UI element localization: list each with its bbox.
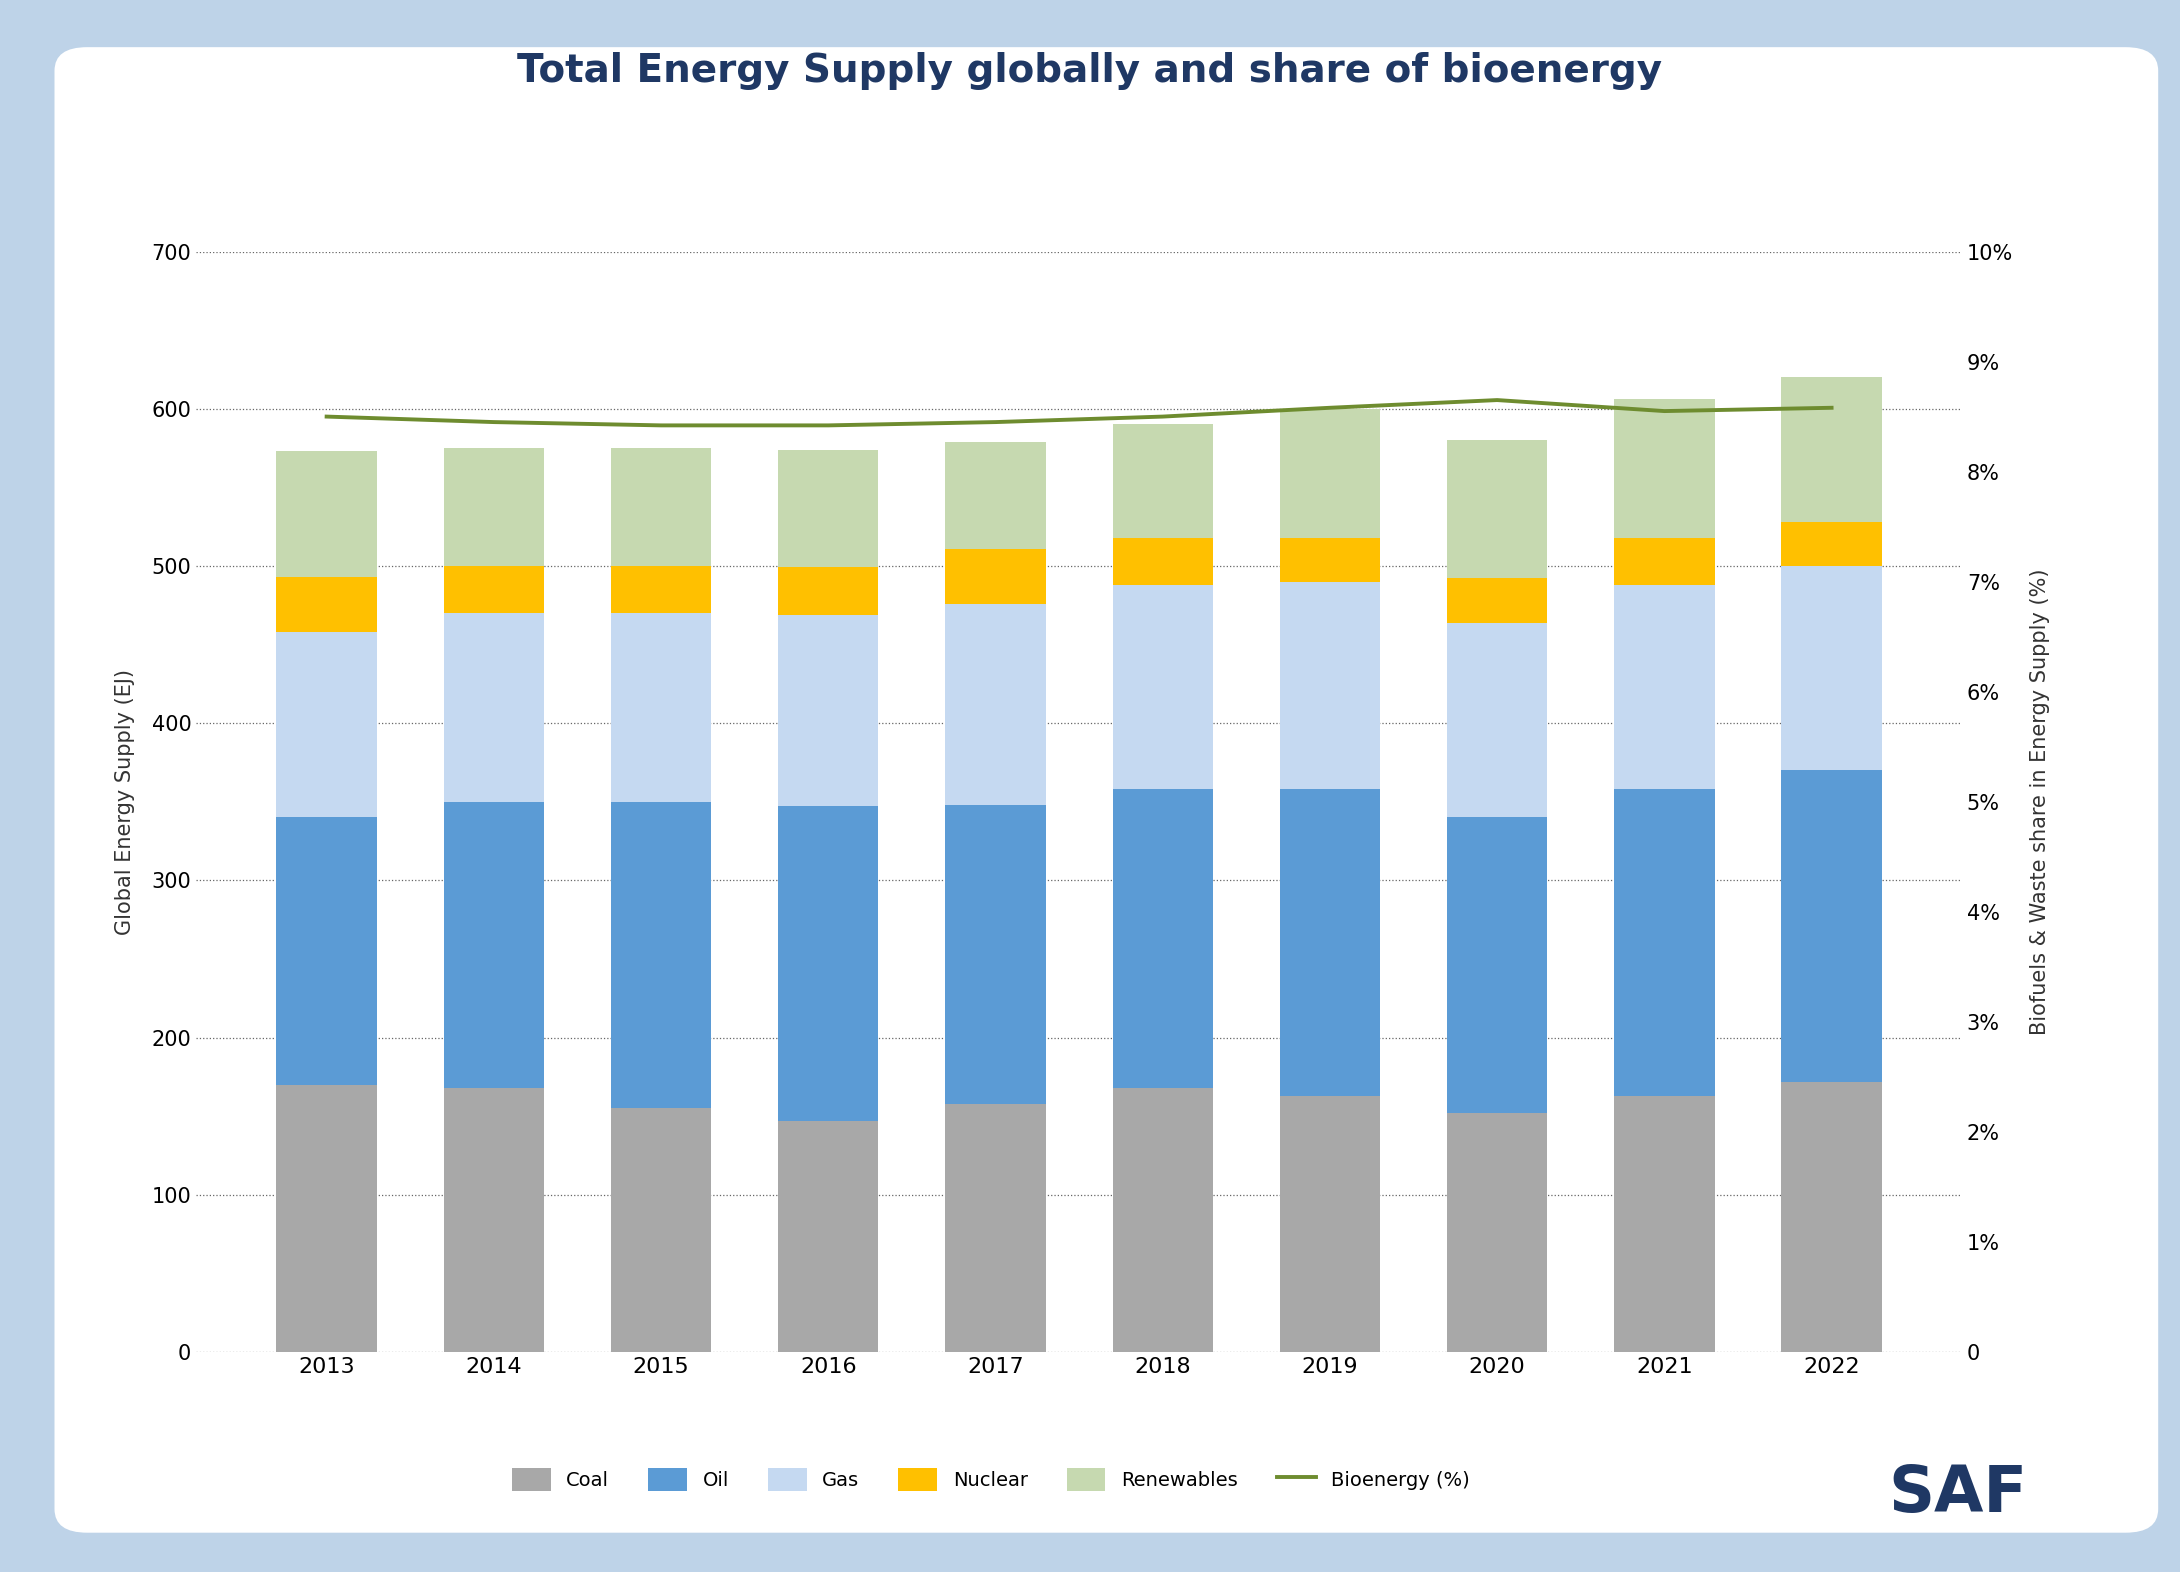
Bar — [1613, 399, 1713, 538]
Bar — [1112, 424, 1212, 538]
Bar — [778, 806, 879, 1121]
Bioenergy (%) — [314, 407, 340, 426]
Y-axis label: Biofuels & Waste share in Energy Supply (%): Biofuels & Waste share in Energy Supply … — [2030, 569, 2049, 1034]
Bioenergy (%) — [482, 412, 508, 431]
Bar — [1613, 789, 1713, 1096]
Bar — [1781, 1082, 1881, 1352]
Bar — [1448, 578, 1548, 623]
Bar — [1112, 538, 1212, 585]
Bioenergy (%) — [1650, 401, 1676, 420]
Bioenergy (%) — [1317, 398, 1343, 417]
Bar — [946, 442, 1046, 549]
Bar — [1280, 538, 1380, 582]
Bar — [610, 613, 711, 802]
Y-axis label: Global Energy Supply (EJ): Global Energy Supply (EJ) — [116, 668, 135, 935]
Bar — [1613, 585, 1713, 789]
Bar — [1781, 377, 1881, 522]
Bar — [277, 632, 377, 817]
Bar — [610, 1108, 711, 1352]
Bar — [946, 549, 1046, 604]
Bioenergy (%) — [647, 417, 674, 435]
Bar — [445, 448, 545, 566]
Bar — [946, 604, 1046, 805]
Bar — [610, 566, 711, 613]
Bar — [1613, 538, 1713, 585]
Bioenergy (%) — [1818, 398, 1844, 417]
Bar — [1280, 582, 1380, 789]
Text: Total Energy Supply globally and share of bioenergy: Total Energy Supply globally and share o… — [517, 52, 1663, 90]
Legend: Coal, Oil, Gas, Nuclear, Renewables, Bioenergy (%): Coal, Oil, Gas, Nuclear, Renewables, Bio… — [504, 1460, 1478, 1498]
Bar — [1112, 585, 1212, 789]
Bar — [1280, 409, 1380, 538]
Bioenergy (%) — [815, 417, 841, 435]
Bar — [778, 1121, 879, 1352]
Bar — [1613, 1096, 1713, 1352]
Bar — [277, 577, 377, 632]
Line: Bioenergy (%): Bioenergy (%) — [327, 399, 1831, 426]
Bar — [1448, 623, 1548, 817]
Bar — [778, 450, 879, 567]
Bar — [1112, 1088, 1212, 1352]
Bioenergy (%) — [983, 412, 1009, 431]
Bar — [277, 1085, 377, 1352]
Bar — [610, 802, 711, 1108]
Bar — [946, 1104, 1046, 1352]
Bar — [1448, 440, 1548, 578]
Bar — [1781, 770, 1881, 1082]
Bar — [445, 802, 545, 1088]
Bar — [277, 451, 377, 577]
Bar — [1280, 1096, 1380, 1352]
Bar — [445, 1088, 545, 1352]
Bar — [277, 817, 377, 1085]
Bar — [1112, 789, 1212, 1088]
Bar — [778, 567, 879, 615]
Bar — [778, 615, 879, 806]
Bar — [1448, 817, 1548, 1113]
Bar — [1448, 1113, 1548, 1352]
Bar — [1781, 566, 1881, 770]
Bar — [946, 805, 1046, 1104]
Bioenergy (%) — [1485, 390, 1511, 409]
Bar — [445, 566, 545, 613]
Bar — [1781, 522, 1881, 566]
Bar — [610, 448, 711, 566]
Text: SAF: SAF — [1888, 1464, 2027, 1525]
Bar — [445, 613, 545, 802]
Bar — [1280, 789, 1380, 1096]
Bioenergy (%) — [1149, 407, 1175, 426]
